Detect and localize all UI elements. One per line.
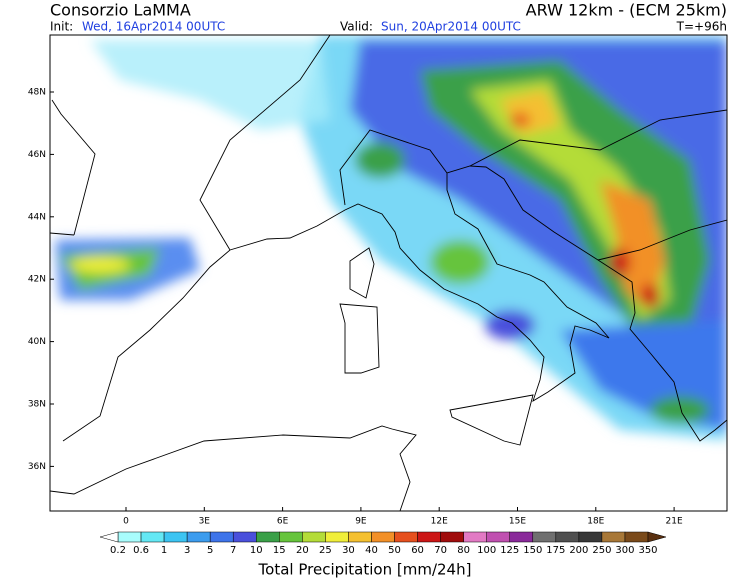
lon-label: 18E: [587, 517, 604, 527]
colorbar-box: [440, 531, 464, 543]
colorbar-label: 30: [342, 545, 355, 556]
colorbar-box: [371, 531, 395, 543]
colorbar-label: 0.6: [133, 545, 149, 556]
colorbar-label: 100: [477, 545, 496, 556]
lat-label: 46N: [28, 150, 46, 160]
colorbar-label: 7: [230, 545, 236, 556]
colorbar-label: 50: [388, 545, 401, 556]
colorbar-box: [163, 531, 188, 543]
init-label: Init:: [50, 20, 73, 34]
colorbar-box: [279, 531, 303, 543]
colorbar-label: 250: [592, 545, 611, 556]
valid-date: Sun, 20Apr2014 00UTC: [381, 20, 521, 34]
colorbar-box: [486, 531, 510, 543]
colorbar-title: Total Precipitation [mm/24h]: [258, 561, 472, 579]
map: [50, 35, 727, 511]
header-model: ARW 12km - (ECM 25km): [526, 1, 727, 20]
lat-label: 48N: [28, 88, 46, 98]
colorbar-box: [463, 531, 487, 543]
colorbar-label: 80: [457, 545, 470, 556]
colorbar-label: 200: [569, 545, 588, 556]
colorbar-label: 300: [615, 545, 634, 556]
colorbar-box: [302, 531, 326, 543]
colorbar-label: 3: [184, 545, 190, 556]
colorbar-box: [117, 531, 142, 543]
colorbar-label: 125: [500, 545, 519, 556]
lat-label: 38N: [28, 400, 46, 410]
lon-label: 12E: [431, 517, 448, 527]
lat-label: 36N: [28, 462, 46, 472]
lon-label: 3E: [199, 517, 211, 527]
colorbar-box: [256, 531, 280, 543]
colorbar-label: 40: [365, 545, 378, 556]
colorbar-label: 25: [319, 545, 332, 556]
lon-label: 9E: [355, 517, 367, 527]
lon-label: 21E: [666, 517, 683, 527]
colorbar-box: [532, 531, 557, 543]
colorbar-label: 1: [161, 545, 167, 556]
colorbar-label: 150: [523, 545, 542, 556]
lat-label: 42N: [28, 275, 46, 285]
colorbar-box: [624, 531, 649, 543]
colorbar-box: [601, 531, 626, 543]
colorbar-box: [578, 531, 603, 543]
colorbar-box: [325, 531, 349, 543]
colorbar-box: [417, 531, 441, 543]
colorbar-box: [348, 531, 372, 543]
lon-label: 6E: [277, 517, 289, 527]
map-frame: [49, 34, 728, 512]
colorbar-label: 20: [296, 545, 309, 556]
colorbar-box: [394, 531, 418, 543]
header-title: Consorzio LaMMA: [50, 1, 191, 20]
colorbar-label: 60: [411, 545, 424, 556]
colorbar-label: 0.2: [110, 545, 126, 556]
colorbar-box: [555, 531, 580, 543]
colorbar-label: 5: [207, 545, 213, 556]
lead-time: T=+96h: [676, 20, 727, 34]
colorbar-over: [647, 531, 667, 543]
colorbar-box: [232, 531, 257, 543]
colorbar-under: [99, 531, 119, 543]
lat-label: 44N: [28, 212, 46, 222]
init-date: Wed, 16Apr2014 00UTC: [82, 20, 225, 34]
colorbar-label: 15: [273, 545, 286, 556]
colorbar-label: 175: [546, 545, 565, 556]
colorbar-label: 70: [434, 545, 447, 556]
lat-label: 40N: [28, 337, 46, 347]
colorbar-label: 350: [638, 545, 657, 556]
colorbar-label: 10: [250, 545, 263, 556]
coastlines: [50, 35, 727, 511]
colorbar-box: [186, 531, 211, 543]
colorbar-box: [209, 531, 234, 543]
lon-label: 0: [123, 517, 129, 527]
colorbar-box: [509, 531, 534, 543]
lon-label: 15E: [509, 517, 526, 527]
valid-label: Valid:: [340, 20, 373, 34]
colorbar-box: [140, 531, 165, 543]
